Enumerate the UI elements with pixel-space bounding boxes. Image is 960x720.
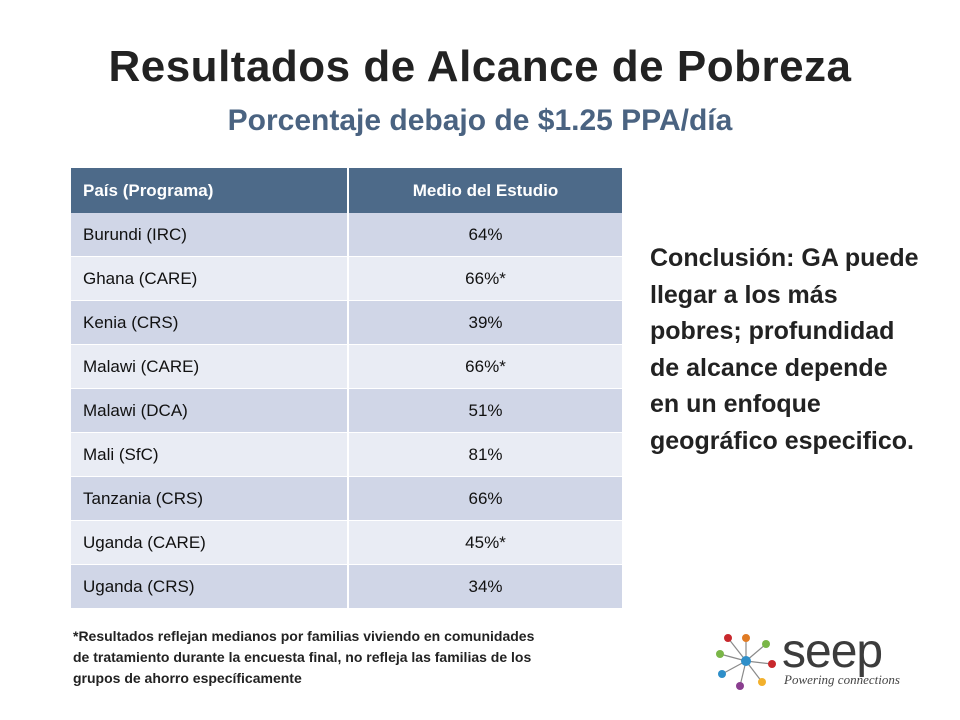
table-row: Malawi (DCA) 51% <box>71 388 624 433</box>
value-cell: 64% <box>348 213 624 257</box>
country-cell: Malawi (CARE) <box>71 344 349 389</box>
footnote-line: grupos de ahorro específicamente <box>73 670 302 686</box>
country-cell: Tanzania (CRS) <box>71 476 349 521</box>
slide-title: Resultados de Alcance de Pobreza <box>108 42 852 91</box>
logo-dot <box>768 660 776 668</box>
logo-dot <box>758 678 766 686</box>
country-cell: Malawi (DCA) <box>71 388 349 433</box>
value-cell: 51% <box>348 388 624 433</box>
header-study-median: Medio del Estudio <box>348 168 624 213</box>
logo-tagline: Powering connections <box>784 672 900 687</box>
slide-subtitle: Porcentaje debajo de $1.25 PPA/día <box>227 104 733 137</box>
table-row: Kenia (CRS) 39% <box>71 300 624 345</box>
table-row: Uganda (CARE) 45%* <box>71 520 624 565</box>
logo-dot <box>742 634 750 642</box>
footnote-line: de tratamiento durante la encuesta final… <box>73 649 532 665</box>
value-cell: 34% <box>348 564 624 609</box>
value-cell: 39% <box>348 300 624 345</box>
logo-dot <box>716 650 724 658</box>
seep-logo: seep Powering connections <box>712 625 912 692</box>
table-row: Mali (SfC) 81% <box>71 432 624 477</box>
table-header-row: País (Programa) Medio del Estudio <box>71 168 624 213</box>
country-cell: Uganda (CARE) <box>71 520 349 565</box>
logo-wordmark: seep <box>782 625 883 678</box>
logo-dot <box>736 682 744 690</box>
table-row: Tanzania (CRS) 66% <box>71 476 624 521</box>
results-table: País (Programa) Medio del Estudio Burund… <box>71 168 624 609</box>
logo-dot <box>762 640 770 648</box>
conclusion-text: Conclusión: GA puede llegar a los más po… <box>650 244 919 455</box>
table-row: Malawi (CARE) 66%* <box>71 344 624 389</box>
value-cell: 66% <box>348 476 624 521</box>
header-country: País (Programa) <box>71 168 349 213</box>
country-cell: Mali (SfC) <box>71 432 349 477</box>
country-cell: Ghana (CARE) <box>71 256 349 301</box>
footnote: *Resultados reflejan medianos por famili… <box>73 626 633 689</box>
table-row: Uganda (CRS) 34% <box>71 564 624 609</box>
value-cell: 66%* <box>348 344 624 389</box>
value-cell: 66%* <box>348 256 624 301</box>
seep-network-icon <box>716 634 776 690</box>
table-row: Burundi (IRC) 64% <box>71 213 624 257</box>
table-row: Ghana (CARE) 66%* <box>71 256 624 301</box>
country-cell: Kenia (CRS) <box>71 300 349 345</box>
value-cell: 81% <box>348 432 624 477</box>
footnote-line: *Resultados reflejan medianos por famili… <box>73 628 535 644</box>
logo-dot <box>741 656 751 666</box>
logo-dot <box>724 634 732 642</box>
country-cell: Uganda (CRS) <box>71 564 349 609</box>
value-cell: 45%* <box>348 520 624 565</box>
logo-dot <box>718 670 726 678</box>
country-cell: Burundi (IRC) <box>71 213 349 257</box>
